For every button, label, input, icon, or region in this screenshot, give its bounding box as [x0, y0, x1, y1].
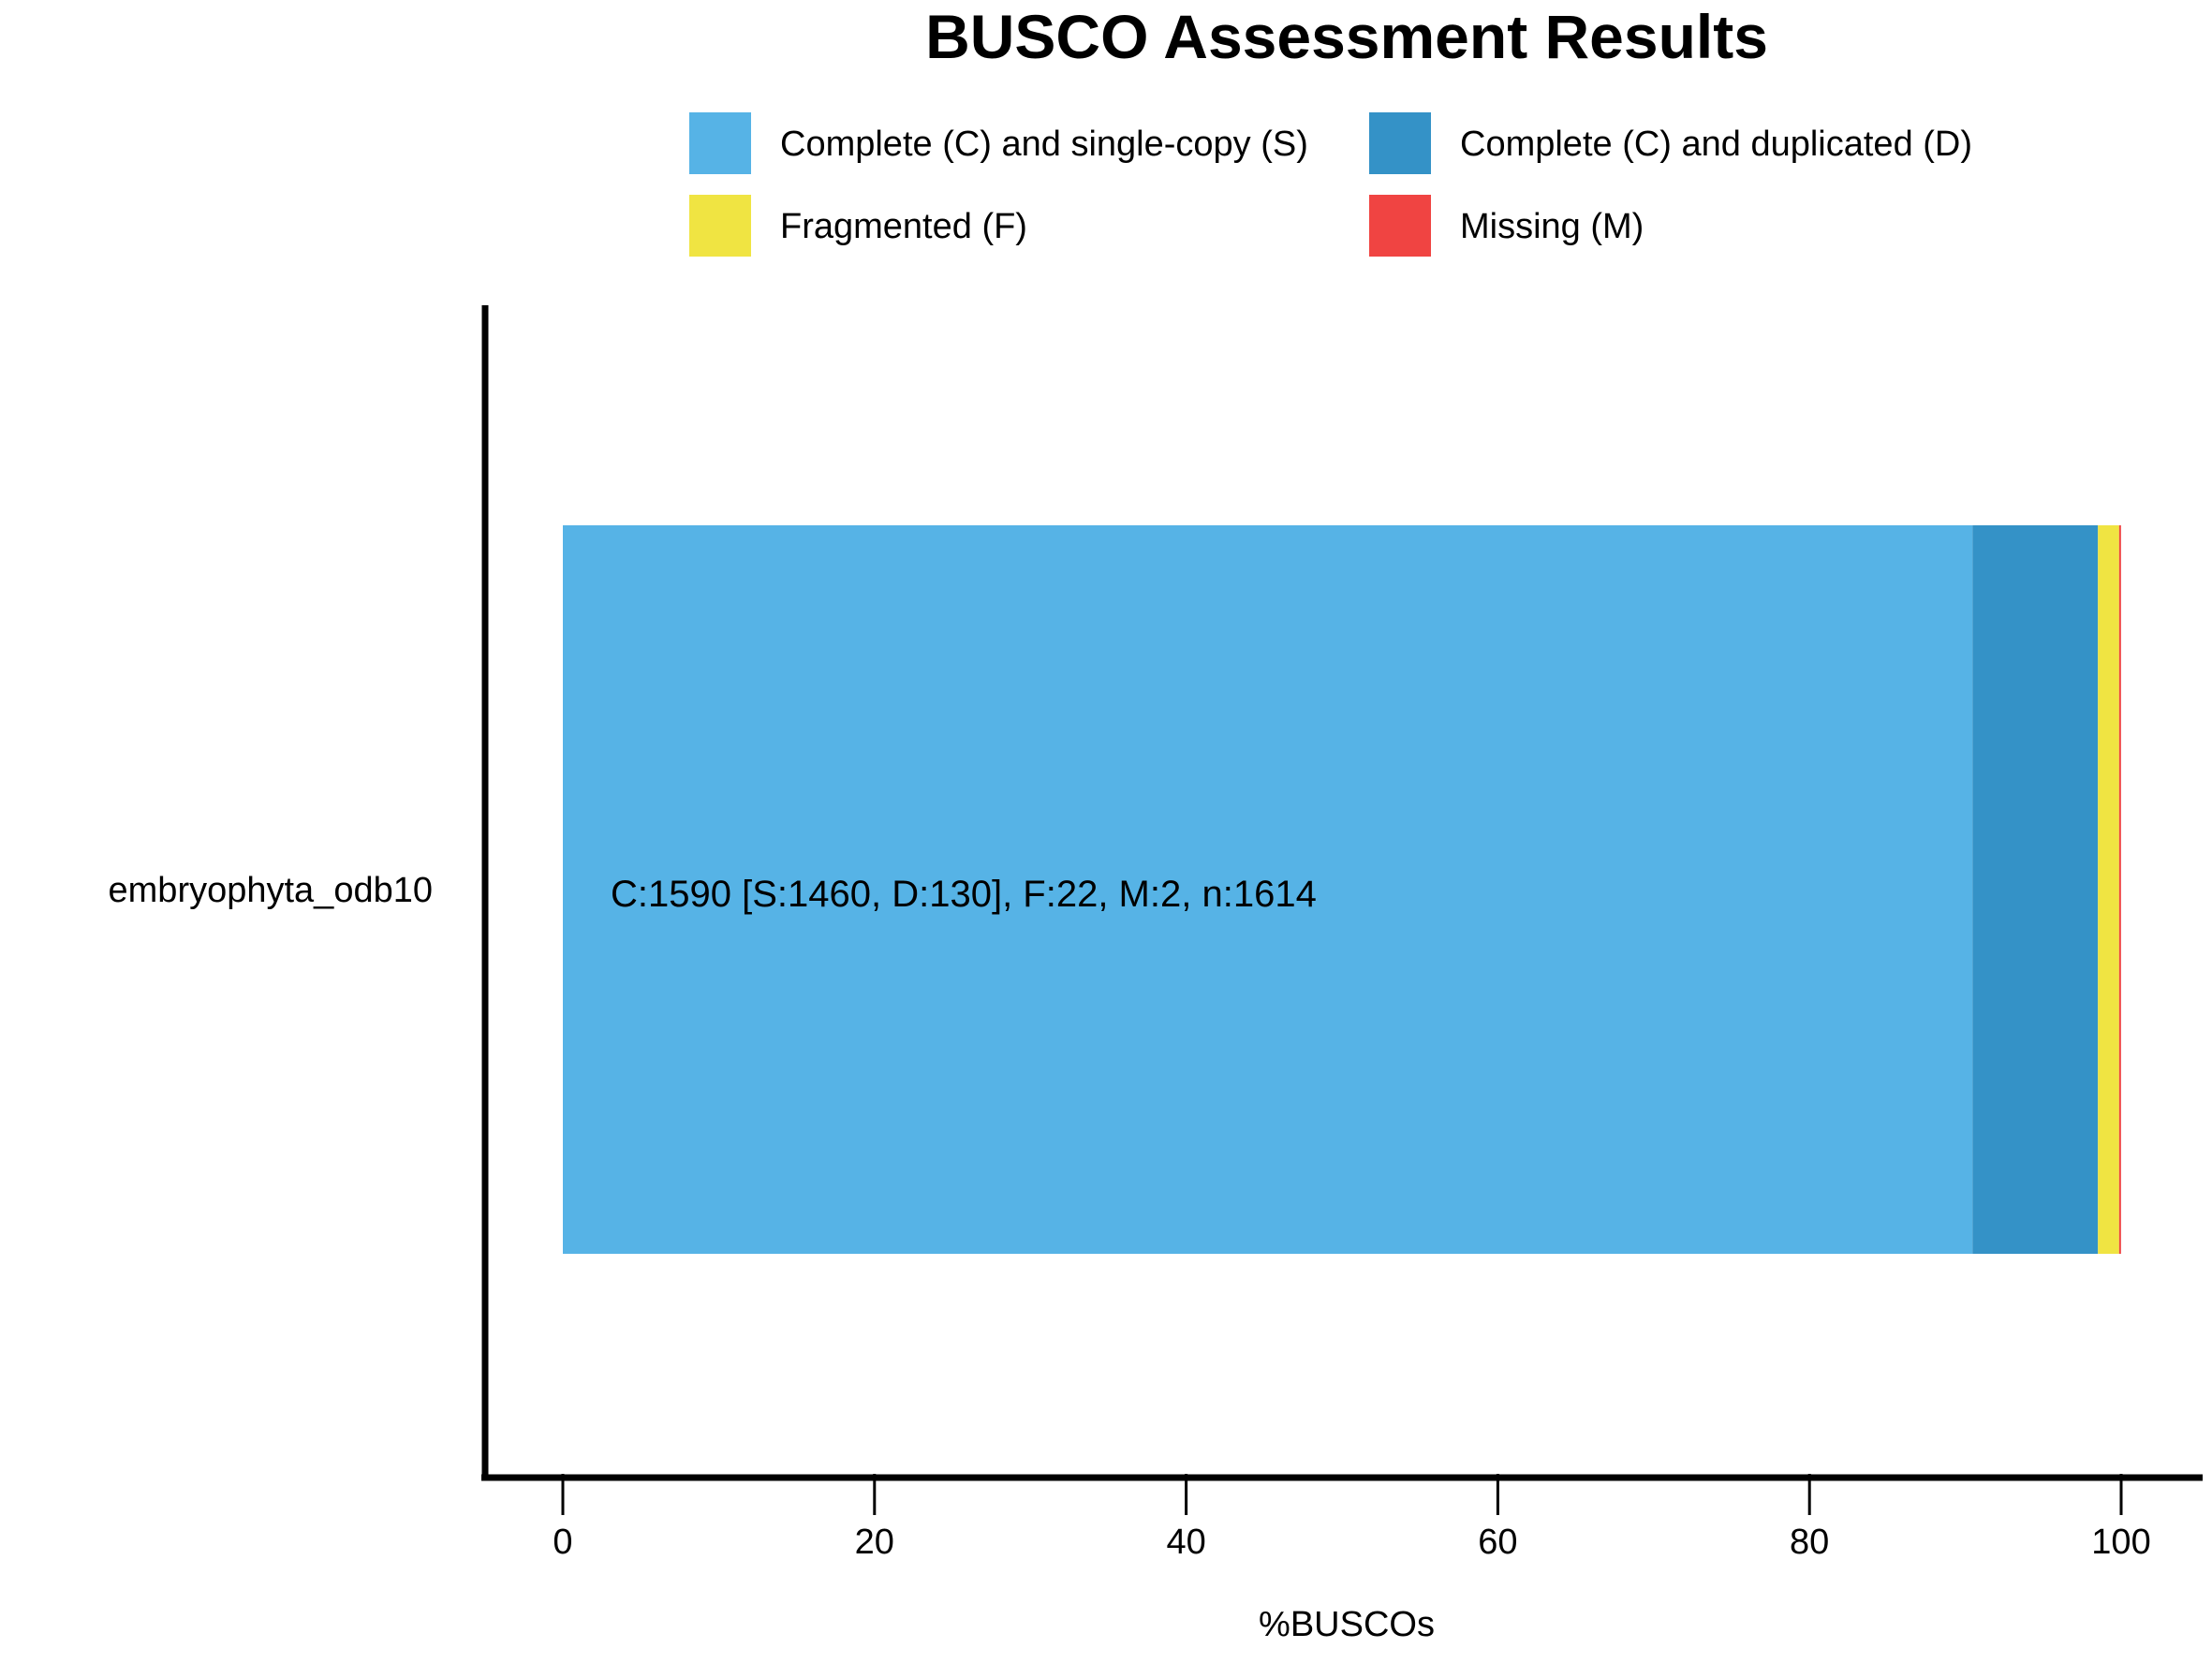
- chart-title: BUSCO Assessment Results: [925, 2, 1768, 71]
- bars: [563, 525, 2121, 1254]
- legend-swatch: [689, 112, 751, 174]
- bar-segment: [1972, 525, 2099, 1254]
- x-tick-label: 80: [1790, 1523, 1829, 1562]
- x-tick-label: 100: [2091, 1523, 2150, 1562]
- x-tick-label: 40: [1166, 1523, 1205, 1562]
- legend-label: Missing (M): [1460, 207, 1644, 246]
- x-axis-ticks: 0 20 40 60 80 100: [553, 1474, 2151, 1562]
- legend-label: Complete (C) and single-copy (S): [780, 125, 1308, 164]
- legend-swatch: [689, 195, 751, 257]
- y-tick-label: embryophyta_odb10: [109, 871, 433, 910]
- legend-label: Complete (C) and duplicated (D): [1460, 125, 1972, 164]
- x-tick-label: 60: [1478, 1523, 1517, 1562]
- legend-label: Fragmented (F): [780, 207, 1027, 246]
- legend: Complete (C) and single-copy (S) Complete…: [689, 112, 1972, 257]
- bar-segment: [2118, 525, 2121, 1254]
- bar-segment: [2098, 525, 2119, 1254]
- legend-swatch: [1369, 195, 1431, 257]
- bar-annotation: C:1590 [S:1460, D:130], F:22, M:2, n:161…: [611, 874, 1317, 915]
- x-tick-label: 0: [553, 1523, 572, 1562]
- bar-segment: [563, 525, 1973, 1254]
- x-axis-label: %BUSCOs: [1259, 1605, 1435, 1644]
- x-tick-label: 20: [855, 1523, 894, 1562]
- y-axis-labels: embryophyta_odb10: [109, 871, 433, 910]
- legend-swatch: [1369, 112, 1431, 174]
